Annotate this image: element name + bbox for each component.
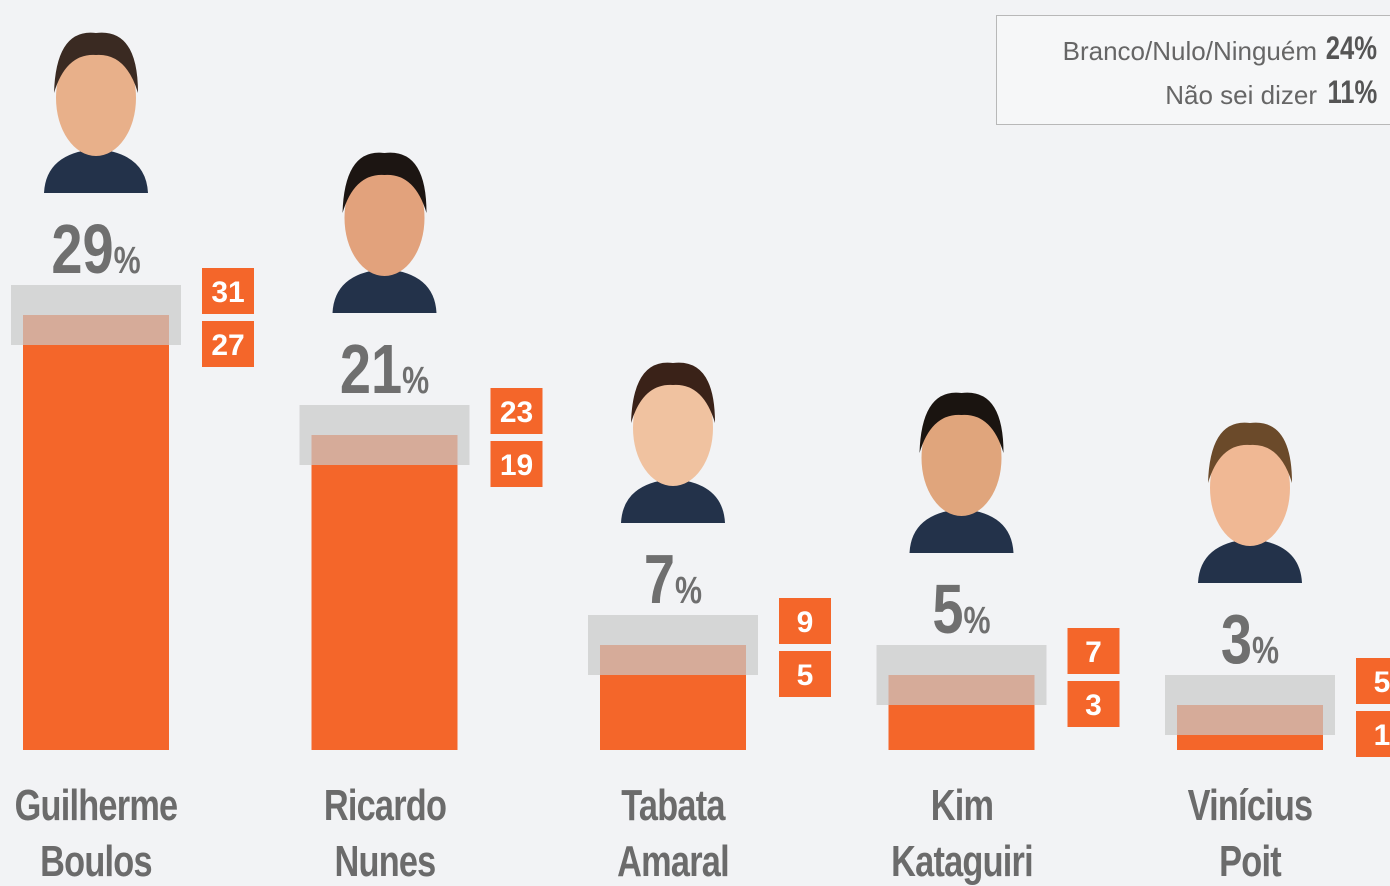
error-band <box>876 645 1047 705</box>
lower-box <box>1067 681 1120 727</box>
value-label: 7% <box>644 541 702 618</box>
portrait-face <box>633 370 713 486</box>
legend-value: 24% <box>1325 30 1377 66</box>
lower-box <box>202 321 254 367</box>
portrait-hair <box>919 392 1004 453</box>
category-label: Kim Kataguiri <box>890 781 1034 886</box>
category-label: Ricardo Nunes <box>323 781 446 886</box>
lower-box <box>490 441 543 487</box>
value-number: 29 <box>51 211 113 288</box>
legend-label: Não sei dizer <box>1165 80 1317 110</box>
legend-label: Branco/Nulo/Ninguém <box>1062 36 1317 66</box>
category-label: Tabata Amaral <box>617 781 729 886</box>
lower-box <box>1356 711 1390 757</box>
upper-label: 5 <box>1374 666 1390 699</box>
value-number: 21 <box>340 331 402 408</box>
upper-box <box>1067 628 1120 674</box>
portrait-face <box>921 400 1002 516</box>
error-band <box>1165 675 1335 735</box>
value-unit: % <box>675 570 702 612</box>
legend-value: 11% <box>1327 74 1377 110</box>
value-number: 5 <box>932 571 963 648</box>
lower-label: 19 <box>500 449 533 482</box>
upper-box <box>779 598 831 644</box>
legend-box: Branco/Nulo/Ninguém 24% Não sei dizer 11… <box>996 15 1390 125</box>
portrait-body <box>621 479 725 523</box>
value-label: 5% <box>932 571 990 648</box>
error-band <box>299 405 470 465</box>
lower-label: 1 <box>1374 719 1390 752</box>
error-band <box>11 285 181 345</box>
upper-box <box>202 268 254 314</box>
upper-label: 31 <box>211 276 244 309</box>
portrait-body <box>909 509 1014 553</box>
portrait-body <box>332 269 437 313</box>
portrait-face <box>56 40 136 156</box>
portrait-face <box>1210 430 1290 546</box>
value-unit: % <box>114 240 141 282</box>
portrait-hair <box>1208 422 1292 483</box>
upper-box <box>1356 658 1390 704</box>
portrait-body <box>1198 539 1302 583</box>
lower-box <box>779 651 831 697</box>
lower-label: 27 <box>211 329 244 362</box>
portrait-hair <box>54 32 138 93</box>
bar <box>23 315 169 750</box>
value-unit: % <box>964 600 991 642</box>
lower-label: 5 <box>797 659 814 692</box>
value-unit: % <box>402 360 429 402</box>
upper-label: 23 <box>500 396 533 429</box>
value-label: 21% <box>340 331 429 408</box>
upper-label: 7 <box>1085 636 1102 669</box>
bar <box>311 435 458 750</box>
category-label: Guilherme Boulos <box>14 781 179 886</box>
value-number: 3 <box>1221 601 1252 678</box>
portrait-hair <box>631 362 715 423</box>
error-band <box>588 615 758 675</box>
value-label: 29% <box>51 211 140 288</box>
value-unit: % <box>1252 630 1279 672</box>
value-number: 7 <box>644 541 675 618</box>
category-label: Vinícius Poit <box>1187 781 1314 886</box>
portrait-body <box>44 149 148 193</box>
upper-box <box>490 388 543 434</box>
upper-label: 9 <box>797 606 814 639</box>
portrait-face <box>344 160 425 276</box>
portrait-hair <box>342 152 427 213</box>
value-label: 3% <box>1221 601 1279 678</box>
lower-label: 3 <box>1085 689 1102 722</box>
